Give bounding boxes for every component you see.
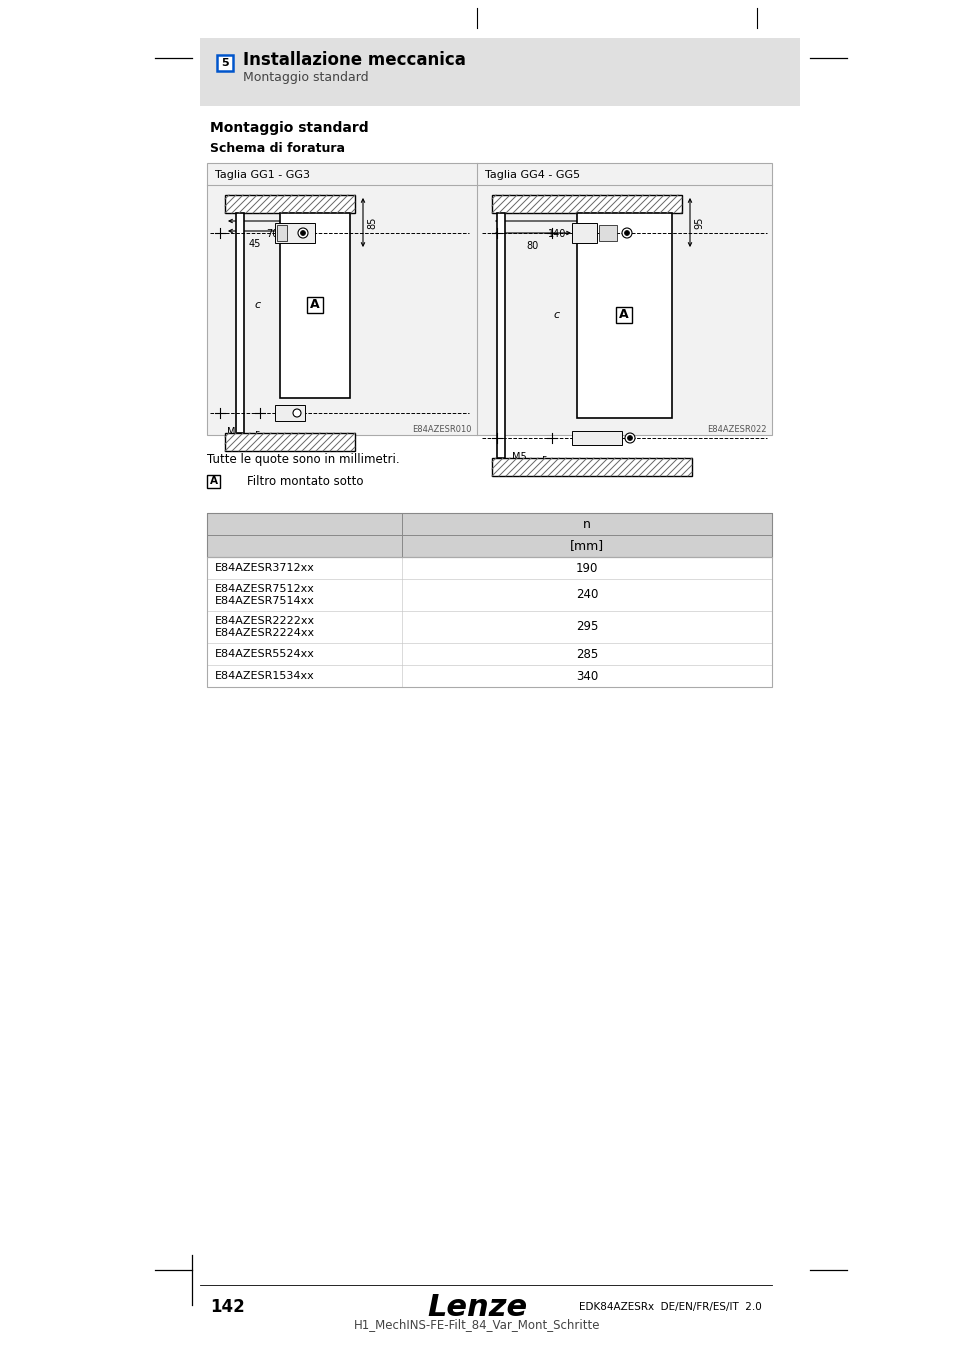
- Bar: [207, 163, 771, 435]
- Bar: [207, 612, 771, 643]
- Text: Filtro montato sotto: Filtro montato sotto: [247, 475, 363, 487]
- Text: Taglia GG4 - GG5: Taglia GG4 - GG5: [484, 170, 579, 180]
- Bar: [235, 213, 244, 433]
- Text: M5: M5: [227, 427, 241, 437]
- Circle shape: [297, 228, 308, 238]
- Text: [mm]: [mm]: [569, 540, 603, 552]
- Bar: [572, 223, 597, 243]
- Text: E84AZESR022: E84AZESR022: [707, 425, 766, 435]
- Bar: [207, 579, 771, 612]
- Bar: [207, 558, 771, 579]
- Bar: [225, 194, 355, 213]
- Text: E84AZESR2222xx: E84AZESR2222xx: [214, 616, 314, 626]
- Bar: [497, 213, 504, 458]
- Bar: [207, 558, 771, 687]
- Text: E84AZESR7512xx: E84AZESR7512xx: [214, 585, 314, 594]
- Text: 85: 85: [367, 216, 376, 228]
- Bar: [492, 194, 681, 213]
- Text: 5: 5: [541, 456, 547, 464]
- Text: Schema di foratura: Schema di foratura: [210, 142, 345, 154]
- Bar: [280, 213, 350, 398]
- Text: Lenze: Lenze: [427, 1292, 526, 1322]
- Text: E84AZESR5524xx: E84AZESR5524xx: [214, 649, 314, 659]
- Text: Taglia GG1 - GG3: Taglia GG1 - GG3: [214, 170, 310, 180]
- Bar: [276, 225, 287, 242]
- Text: 45: 45: [249, 239, 261, 248]
- Text: 5: 5: [221, 58, 229, 68]
- Text: c: c: [254, 300, 261, 310]
- Bar: [207, 475, 220, 487]
- Text: EDK84AZESRx  DE/EN/FR/ES/IT  2.0: EDK84AZESRx DE/EN/FR/ES/IT 2.0: [578, 1301, 761, 1312]
- Text: E84AZESR3712xx: E84AZESR3712xx: [214, 563, 314, 572]
- Circle shape: [300, 231, 305, 235]
- Text: n: n: [582, 517, 590, 531]
- Text: 80: 80: [526, 242, 538, 251]
- Text: H1_MechINS-FE-Filt_84_Var_Mont_Schritte: H1_MechINS-FE-Filt_84_Var_Mont_Schritte: [354, 1319, 599, 1331]
- Text: 142: 142: [210, 1297, 245, 1316]
- Text: Montaggio standard: Montaggio standard: [210, 122, 368, 135]
- Bar: [207, 666, 771, 687]
- Circle shape: [624, 433, 635, 443]
- Text: 5: 5: [254, 431, 260, 440]
- Bar: [216, 55, 233, 72]
- Text: E84AZESR7514xx: E84AZESR7514xx: [214, 595, 314, 606]
- Text: 340: 340: [576, 670, 598, 683]
- Bar: [207, 643, 771, 666]
- Bar: [616, 306, 631, 323]
- Circle shape: [293, 409, 301, 417]
- Text: 95: 95: [693, 216, 703, 228]
- Text: E84AZESR010: E84AZESR010: [412, 425, 472, 435]
- Bar: [492, 458, 691, 477]
- Bar: [207, 513, 771, 535]
- Text: c: c: [554, 310, 559, 320]
- Text: A: A: [210, 477, 217, 486]
- Text: 190: 190: [576, 562, 598, 575]
- Bar: [572, 431, 621, 446]
- Text: M5: M5: [512, 452, 526, 462]
- Text: E84AZESR1534xx: E84AZESR1534xx: [214, 671, 314, 680]
- Text: A: A: [310, 298, 319, 312]
- Text: 70: 70: [266, 230, 278, 239]
- Bar: [207, 535, 771, 558]
- Circle shape: [621, 228, 631, 238]
- Bar: [307, 297, 323, 313]
- Text: Installazione meccanica: Installazione meccanica: [243, 51, 465, 69]
- Bar: [274, 405, 305, 421]
- Text: Tutte le quote sono in millimetri.: Tutte le quote sono in millimetri.: [207, 454, 399, 467]
- Text: 240: 240: [576, 589, 598, 602]
- Bar: [200, 38, 800, 107]
- Bar: [577, 213, 671, 418]
- Text: 295: 295: [576, 621, 598, 633]
- Circle shape: [624, 231, 629, 235]
- Text: E84AZESR2224xx: E84AZESR2224xx: [214, 628, 314, 639]
- Text: 285: 285: [576, 648, 598, 660]
- Bar: [207, 513, 771, 558]
- Text: A: A: [618, 309, 628, 321]
- Text: Montaggio standard: Montaggio standard: [243, 72, 368, 85]
- Bar: [225, 433, 355, 451]
- Circle shape: [627, 436, 632, 440]
- Bar: [598, 225, 617, 242]
- Text: 140: 140: [547, 230, 565, 239]
- Bar: [274, 223, 314, 243]
